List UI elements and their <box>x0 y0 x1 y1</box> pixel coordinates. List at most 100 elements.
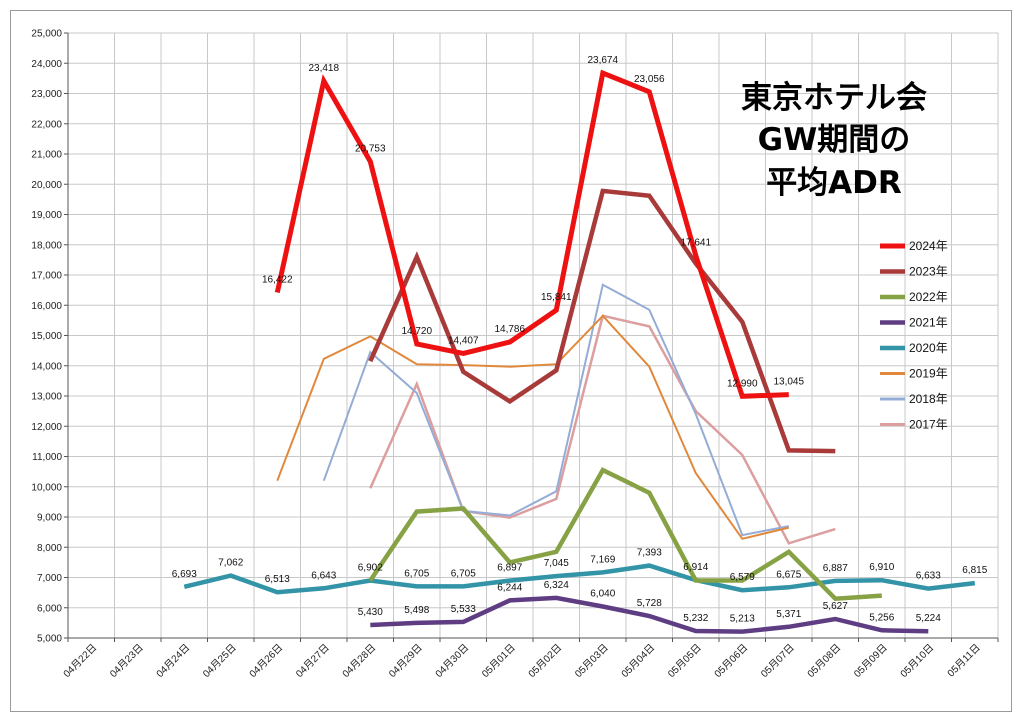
legend-label-2023: 2023年 <box>909 265 948 279</box>
data-label-2021: 5,371 <box>776 609 801 620</box>
data-label-2020: 6,914 <box>683 562 708 573</box>
data-label-2021: 5,430 <box>358 607 383 618</box>
data-label-2024: 23,056 <box>634 74 665 85</box>
series-lines <box>183 69 976 634</box>
y-tick-labels: 5,000 6,000 7,000 8,000 9,000 10,000 11,000 12,… <box>31 29 68 645</box>
data-label-2020: 6,897 <box>497 563 522 574</box>
y-tick-label: 22,000 <box>31 119 62 130</box>
y-tick-label: 25,000 <box>31 29 62 40</box>
data-label-2024: 17,641 <box>680 238 711 249</box>
legend: 2024年 2023年 2022年 2021年 2020年 2019年 2018年 2017年 <box>880 239 948 432</box>
series-line-2020 <box>183 563 976 595</box>
legend-label-2024: 2024年 <box>909 239 948 253</box>
data-label-2021: 5,728 <box>637 598 662 609</box>
data-label-2024: 20,753 <box>355 143 386 154</box>
data-label-2021: 5,256 <box>869 612 894 623</box>
data-label-2021: 5,224 <box>916 613 941 624</box>
x-tick-label: 04月30日 <box>433 642 471 680</box>
x-tick-label: 04月25日 <box>201 642 239 680</box>
x-tick-label: 04月29日 <box>387 642 425 680</box>
data-label-2020: 6,693 <box>172 569 197 580</box>
legend-label-2018: 2018年 <box>909 392 948 406</box>
y-tick-label: 8,000 <box>37 543 62 554</box>
title-line-2: GW期間の <box>758 122 911 158</box>
x-tick-label: 05月01日 <box>480 642 518 680</box>
data-label-2021: 5,213 <box>730 614 755 625</box>
x-tick-label: 05月04日 <box>619 642 657 680</box>
series-line-2021 <box>370 595 929 634</box>
series-line-2022 <box>368 467 882 602</box>
y-tick-label: 16,000 <box>31 301 62 312</box>
x-tick-label: 04月23日 <box>108 642 146 680</box>
legend-label-2020: 2020年 <box>909 341 948 355</box>
x-tick-labels: 04月22日 04月23日 04月24日 04月25日 04月26日 04月27日 04月2… <box>61 642 983 680</box>
y-tick-label: 11,000 <box>32 452 62 463</box>
y-tick-label: 5,000 <box>37 634 62 645</box>
series-line-2019 <box>276 314 790 540</box>
data-label-2020: 6,902 <box>358 562 383 573</box>
x-tick-label: 04月22日 <box>61 642 99 680</box>
data-label-2021: 5,498 <box>404 605 429 616</box>
x-tick-label: 04月24日 <box>154 642 192 680</box>
y-tick-label: 14,000 <box>31 361 62 372</box>
x-tick-label: 05月07日 <box>759 642 797 680</box>
data-label-2021: 5,627 <box>823 601 848 612</box>
data-label-2020: 6,633 <box>916 571 941 582</box>
y-tick-label: 20,000 <box>31 180 62 191</box>
data-label-2021: 6,244 <box>497 582 522 593</box>
data-label-2024: 16,422 <box>262 274 293 285</box>
data-label-2020: 7,045 <box>544 558 569 569</box>
legend-label-2017: 2017年 <box>909 418 948 432</box>
data-label-2024: 14,407 <box>448 335 479 346</box>
data-label-2020: 7,062 <box>218 558 243 569</box>
data-label-2020: 6,643 <box>311 570 336 581</box>
data-label-2024: 23,674 <box>587 55 618 66</box>
y-tick-label: 13,000 <box>31 392 62 403</box>
data-label-2020: 6,579 <box>730 572 755 583</box>
y-tick-label: 18,000 <box>31 240 62 251</box>
x-tick-label: 05月02日 <box>526 642 564 680</box>
title-line-1: 東京ホテル会 <box>741 80 927 116</box>
series-line-2023 <box>368 188 836 454</box>
y-tick-label: 19,000 <box>31 210 62 221</box>
y-tick-label: 9,000 <box>37 513 62 524</box>
legend-label-2022: 2022年 <box>909 290 948 304</box>
title-line-3: 平均ADR <box>766 165 902 201</box>
data-label-2020: 6,705 <box>404 568 429 579</box>
series-line-2024 <box>274 69 789 399</box>
data-label-2021: 5,533 <box>451 604 476 615</box>
chart-frame <box>10 10 1012 712</box>
data-label-2024: 13,045 <box>773 377 804 388</box>
data-label-2021: 6,324 <box>544 580 569 591</box>
data-label-2020: 6,887 <box>823 563 848 574</box>
data-labels: 16,422 23,418 20,753 14,720 14,407 14,786 15,8… <box>172 55 988 624</box>
y-tick-label: 7,000 <box>37 573 62 584</box>
x-tick-label: 05月05日 <box>666 642 704 680</box>
x-tick-label: 04月26日 <box>247 642 285 680</box>
data-label-2020: 6,705 <box>451 568 476 579</box>
data-label-2024: 23,418 <box>308 63 339 74</box>
data-label-2024: 14,720 <box>401 326 432 337</box>
y-tick-label: 24,000 <box>31 59 62 70</box>
legend-label-2021: 2021年 <box>909 316 948 330</box>
y-tick-label: 6,000 <box>37 603 62 614</box>
y-tick-label: 10,000 <box>31 482 62 493</box>
data-label-2024: 15,841 <box>541 292 572 303</box>
y-tick-label: 17,000 <box>31 271 62 282</box>
y-tick-label: 15,000 <box>31 331 62 342</box>
y-tick-label: 23,000 <box>31 89 62 100</box>
x-tick-label: 05月08日 <box>805 642 843 680</box>
legend-label-2019: 2019年 <box>909 367 948 381</box>
x-tick-label: 05月09日 <box>852 642 890 680</box>
series-line-2018 <box>322 283 789 537</box>
y-tick-label: 12,000 <box>31 422 62 433</box>
x-tick-label: 05月03日 <box>573 642 611 680</box>
x-tick-label: 05月10日 <box>898 642 936 680</box>
y-tick-label: 21,000 <box>31 150 62 161</box>
data-label-2020: 6,513 <box>265 574 290 585</box>
x-tick-label: 05月06日 <box>712 642 750 680</box>
data-label-2020: 6,675 <box>776 569 801 580</box>
data-label-2020: 7,169 <box>590 554 615 565</box>
x-tick-label: 04月28日 <box>340 642 378 680</box>
chart-title: 東京ホテル会 GW期間の 平均ADR <box>741 80 927 201</box>
